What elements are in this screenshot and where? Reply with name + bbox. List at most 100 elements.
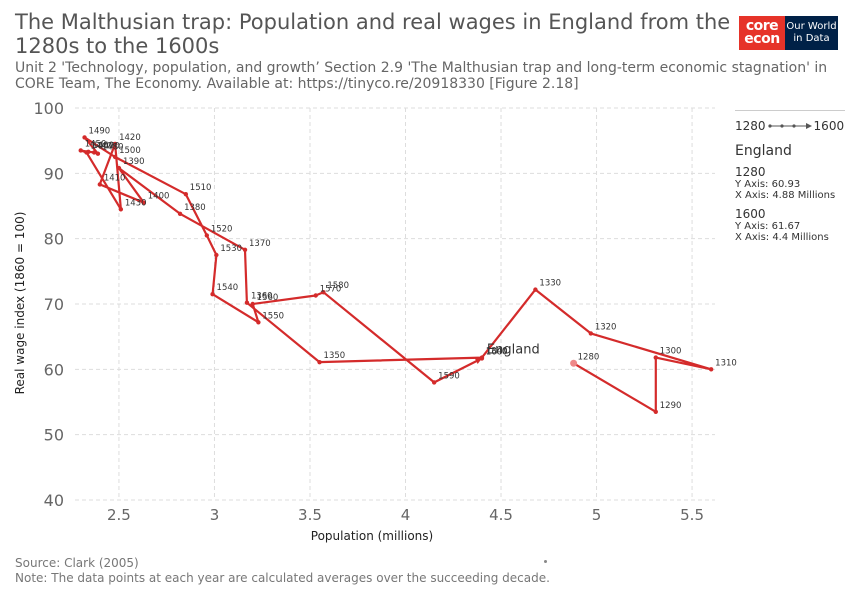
chart-title: The Malthusian trap: Population and real… — [15, 10, 731, 58]
series-england[interactable] — [78, 135, 714, 414]
x-tick-label: 5 — [592, 506, 602, 524]
year-label: 1500 — [119, 146, 141, 156]
data-point[interactable] — [653, 355, 658, 360]
year-label: 1480 — [102, 143, 124, 153]
year-label: 1460 — [92, 141, 114, 151]
footer: Source: Clark (2005) Note: The data poin… — [15, 556, 550, 586]
data-point[interactable] — [533, 287, 538, 292]
data-point[interactable] — [653, 409, 658, 414]
note-text: Note: The data points at each year are c… — [15, 571, 550, 585]
data-point[interactable] — [141, 200, 146, 205]
year-label: 1410 — [104, 173, 126, 183]
legend: 1280 1600 England 1280 Y Axis: 60.93 X A… — [735, 110, 845, 243]
x-tick-label: 3 — [210, 506, 220, 524]
x-tick-label: 4 — [401, 506, 411, 524]
range-arrow-icon — [767, 123, 812, 129]
data-point[interactable] — [256, 320, 261, 325]
data-point[interactable] — [116, 165, 122, 171]
y-tick-label: 40 — [44, 491, 64, 510]
year-label: 1340 — [486, 347, 508, 357]
year-label: 1380 — [184, 203, 206, 213]
year-label: 1440 — [90, 141, 112, 151]
y-axis-label: Real wage index (1860 = 100) — [13, 212, 27, 395]
year-label: 1280 — [578, 352, 600, 362]
year-label: 1560 — [257, 293, 279, 303]
data-point[interactable] — [588, 331, 594, 336]
logos[interactable]: core econ Our World in Data — [739, 16, 838, 50]
x-tick-label: 5.5 — [680, 506, 704, 524]
year-label: 1310 — [715, 358, 737, 368]
data-point[interactable] — [570, 359, 578, 367]
chart-subtitle: Unit 2 'Technology, population, and grow… — [15, 60, 828, 92]
y-tick-label: 90 — [44, 164, 64, 183]
data-point[interactable] — [82, 135, 87, 140]
legend-x-value: X Axis: 4.88 Millions — [735, 190, 836, 201]
data-point[interactable] — [708, 367, 714, 372]
range-start: 1280 — [735, 119, 766, 133]
data-point[interactable] — [183, 192, 189, 197]
data-point[interactable] — [431, 380, 437, 385]
data-point[interactable] — [242, 247, 248, 252]
x-axis-label: Population (millions) — [311, 529, 433, 543]
data-point[interactable] — [204, 233, 210, 238]
pager-dot[interactable] — [544, 560, 547, 563]
year-labels: 1280 1290 1300 1310 1320 1330 1340 1350 1360 1370… — [85, 126, 737, 410]
year-label: 1600 — [486, 347, 508, 357]
year-label: 1350 — [324, 351, 346, 361]
core-econ-logo[interactable]: core econ — [739, 16, 785, 50]
data-point[interactable] — [321, 290, 326, 295]
data-point[interactable] — [250, 301, 255, 307]
source-text: Source: Clark (2005) — [15, 556, 139, 570]
year-label: 1360 — [251, 292, 273, 302]
year-label: 1550 — [262, 311, 284, 321]
year-label: 1330 — [539, 279, 561, 289]
year-label: 1510 — [190, 183, 212, 193]
legend-item-start: 1280 Y Axis: 60.93 X Axis: 4.88 Millions — [735, 165, 845, 201]
year-label: 1520 — [211, 224, 233, 234]
legend-year: 1600 — [735, 207, 766, 221]
year-label: 1530 — [220, 244, 242, 254]
data-point[interactable] — [86, 149, 91, 154]
core-logo-bottom: econ — [744, 31, 780, 47]
year-label: 1450 — [85, 139, 107, 149]
x-tick-label: 2.5 — [107, 506, 131, 524]
series-line[interactable] — [79, 136, 713, 413]
legend-y-value: Y Axis: 61.67 — [735, 221, 801, 232]
data-point[interactable] — [112, 141, 118, 147]
data-point[interactable] — [244, 300, 250, 305]
legend-x-value: X Axis: 4.4 Millions — [735, 232, 829, 243]
year-label: 1300 — [660, 347, 682, 357]
year-label: 1420 — [119, 133, 141, 143]
axis-ticks: 40 50 60 70 80 90 100 2.5 3 3.5 4 4.5 5 5.5 — [33, 99, 704, 524]
legend-entity: England — [735, 143, 792, 159]
y-tick-label: 80 — [44, 230, 64, 249]
legend-y-value: Y Axis: 60.93 — [735, 179, 801, 190]
data-point[interactable] — [112, 154, 118, 160]
year-label: 1570 — [320, 285, 342, 295]
data-point[interactable] — [210, 292, 215, 297]
data-point[interactable] — [95, 151, 101, 156]
data-point[interactable] — [91, 150, 97, 155]
x-tick-label: 4.5 — [489, 506, 513, 524]
data-point[interactable] — [177, 211, 183, 217]
core-logo-top: core — [745, 18, 779, 34]
data-point[interactable] — [317, 359, 322, 365]
legend-divider — [735, 110, 845, 111]
our-world-in-data-logo[interactable]: Our World in Data — [785, 16, 838, 50]
year-label: 1320 — [595, 322, 617, 332]
data-point[interactable] — [118, 207, 124, 212]
legend-item-end: 1600 Y Axis: 61.67 X Axis: 4.4 Millions — [735, 207, 845, 243]
data-point[interactable] — [214, 252, 219, 258]
y-tick-label: 100 — [33, 99, 64, 118]
year-label: 1390 — [123, 157, 145, 167]
time-range[interactable]: 1280 1600 — [735, 119, 845, 133]
grid — [75, 107, 715, 501]
year-label: 1580 — [327, 281, 349, 291]
data-point[interactable] — [313, 293, 318, 298]
year-label: 1470 — [98, 141, 120, 151]
year-label: 1370 — [249, 239, 271, 249]
y-tick-label: 70 — [44, 295, 64, 314]
data-point[interactable] — [97, 182, 103, 187]
data-point[interactable] — [78, 148, 83, 153]
